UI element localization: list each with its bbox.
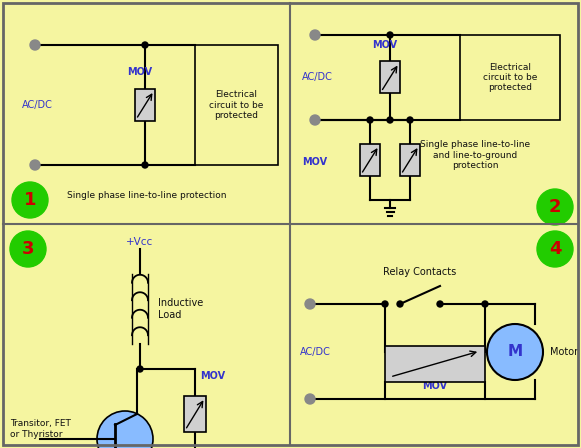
Text: Single phase line-to-line
and line-to-ground
protection: Single phase line-to-line and line-to-gr… [420,140,530,170]
Text: Motor: Motor [550,347,578,357]
Circle shape [12,182,48,218]
Text: Transitor, FET
or Thyristor: Transitor, FET or Thyristor [10,419,71,439]
Text: Relay Contacts: Relay Contacts [383,267,457,277]
Circle shape [397,301,403,307]
Circle shape [367,117,373,123]
Text: Single phase line-to-line protection: Single phase line-to-line protection [67,190,227,199]
Text: +Vcc: +Vcc [127,237,153,247]
Text: Electrical
circuit to be
protected: Electrical circuit to be protected [483,63,537,92]
Text: MOV: MOV [422,381,447,391]
Circle shape [142,162,148,168]
Circle shape [10,231,46,267]
Text: 4: 4 [548,240,561,258]
Circle shape [30,40,40,50]
Bar [184,396,206,432]
Circle shape [487,324,543,380]
Circle shape [305,394,315,404]
Text: MOV: MOV [302,157,327,167]
Text: 2: 2 [548,198,561,216]
Circle shape [142,42,148,48]
Circle shape [537,231,573,267]
Bar [460,35,560,120]
Circle shape [387,117,393,123]
Text: MOV: MOV [200,371,225,381]
Circle shape [482,301,488,307]
Circle shape [137,366,143,372]
Text: AC/DC: AC/DC [22,100,53,110]
Text: 1: 1 [24,191,36,209]
Circle shape [97,411,153,448]
Text: MOV: MOV [372,39,397,49]
Bar [360,144,380,176]
Text: AC/DC: AC/DC [302,72,333,82]
Bar [385,346,485,382]
Circle shape [310,115,320,125]
Circle shape [30,160,40,170]
Text: AC/DC: AC/DC [300,347,331,357]
Text: M: M [507,345,522,359]
Circle shape [437,301,443,307]
Circle shape [310,30,320,40]
Circle shape [537,189,573,225]
Circle shape [387,32,393,38]
Bar [195,45,278,165]
Circle shape [382,301,388,307]
Text: Inductive
Load: Inductive Load [158,298,203,320]
Text: 3: 3 [21,240,34,258]
Bar [400,144,420,176]
Circle shape [407,117,413,123]
Text: MOV: MOV [127,67,152,77]
Text: Electrical
circuit to be
protected: Electrical circuit to be protected [209,90,264,120]
Bar [380,61,400,94]
Circle shape [305,299,315,309]
Bar [135,89,155,121]
